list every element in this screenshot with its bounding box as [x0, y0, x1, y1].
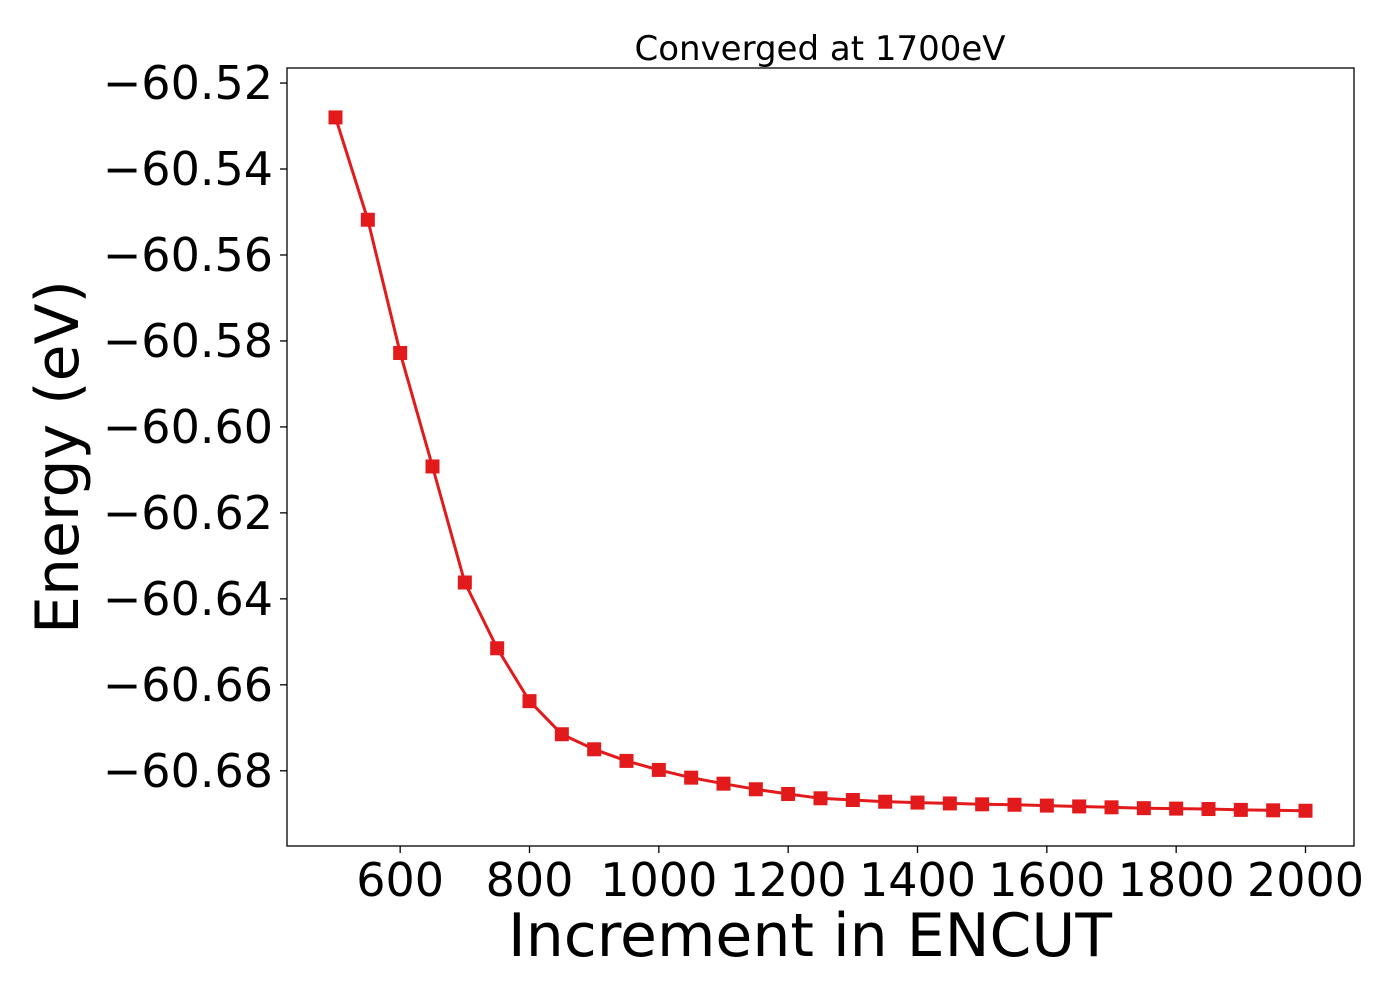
data-point-marker: [910, 795, 925, 810]
data-point-marker: [942, 796, 957, 811]
energy-series-line: [334, 116, 1306, 813]
data-point-marker: [522, 694, 537, 709]
data-point-marker: [1298, 803, 1313, 818]
data-point-marker: [684, 770, 699, 785]
y-tick-label: −60.56: [103, 228, 273, 282]
y-tick-label: −60.52: [103, 56, 273, 110]
y-tick-label: −60.66: [103, 658, 273, 712]
data-point-marker: [393, 345, 408, 360]
data-point-marker: [360, 212, 375, 227]
data-point-marker: [1136, 801, 1151, 816]
data-point-marker: [878, 794, 893, 809]
y-tick-label: −60.54: [103, 142, 273, 196]
x-tick-label: 1400: [859, 853, 976, 907]
data-point-marker: [845, 793, 860, 808]
data-point-marker: [619, 753, 634, 768]
data-point-marker: [1266, 803, 1281, 818]
y-axis: −60.52 −60.54 −60.56 −60.58 −60.60 −60.62 −60.…: [103, 56, 287, 798]
data-point-marker: [748, 782, 763, 797]
data-point-marker: [457, 575, 472, 590]
x-tick-label: 2000: [1247, 853, 1364, 907]
y-axis-label: Energy (eV): [23, 280, 93, 634]
data-point-marker: [1072, 799, 1087, 814]
y-tick-label: −60.58: [103, 314, 273, 368]
x-tick-label: 800: [486, 853, 574, 907]
y-tick-label: −60.64: [103, 572, 273, 626]
y-tick-label: −60.68: [103, 744, 273, 798]
data-point-marker: [1233, 802, 1248, 817]
data-point-marker: [490, 641, 505, 656]
data-point-marker: [1007, 797, 1022, 812]
data-point-marker: [651, 762, 666, 777]
data-point-marker: [813, 791, 828, 806]
data-point-marker: [587, 742, 602, 757]
data-point-marker: [1039, 798, 1054, 813]
data-point-marker: [1169, 801, 1184, 816]
y-tick-label: −60.62: [103, 486, 273, 540]
y-tick-label: −60.60: [103, 400, 273, 454]
data-point-marker: [328, 110, 343, 125]
energy-series-markers: [328, 110, 1313, 818]
chart-title: Converged at 1700eV: [634, 29, 1005, 69]
data-point-marker: [1201, 802, 1216, 817]
data-point-marker: [425, 459, 440, 474]
x-tick-label: 1800: [1118, 853, 1235, 907]
data-point-marker: [1104, 800, 1119, 815]
data-point-marker: [975, 797, 990, 812]
data-point-marker: [554, 727, 569, 742]
x-tick-label: 600: [356, 853, 444, 907]
x-axis: 600 800 1000 1200 1400 1600 1800 2000: [356, 846, 1364, 907]
x-tick-label: 1600: [988, 853, 1105, 907]
x-axis-label: Increment in ENCUT: [508, 901, 1112, 971]
data-point-marker: [781, 786, 796, 801]
plot-frame: [286, 67, 1355, 847]
x-tick-label: 1200: [730, 853, 847, 907]
data-point-marker: [716, 776, 731, 791]
x-tick-label: 1000: [600, 853, 717, 907]
